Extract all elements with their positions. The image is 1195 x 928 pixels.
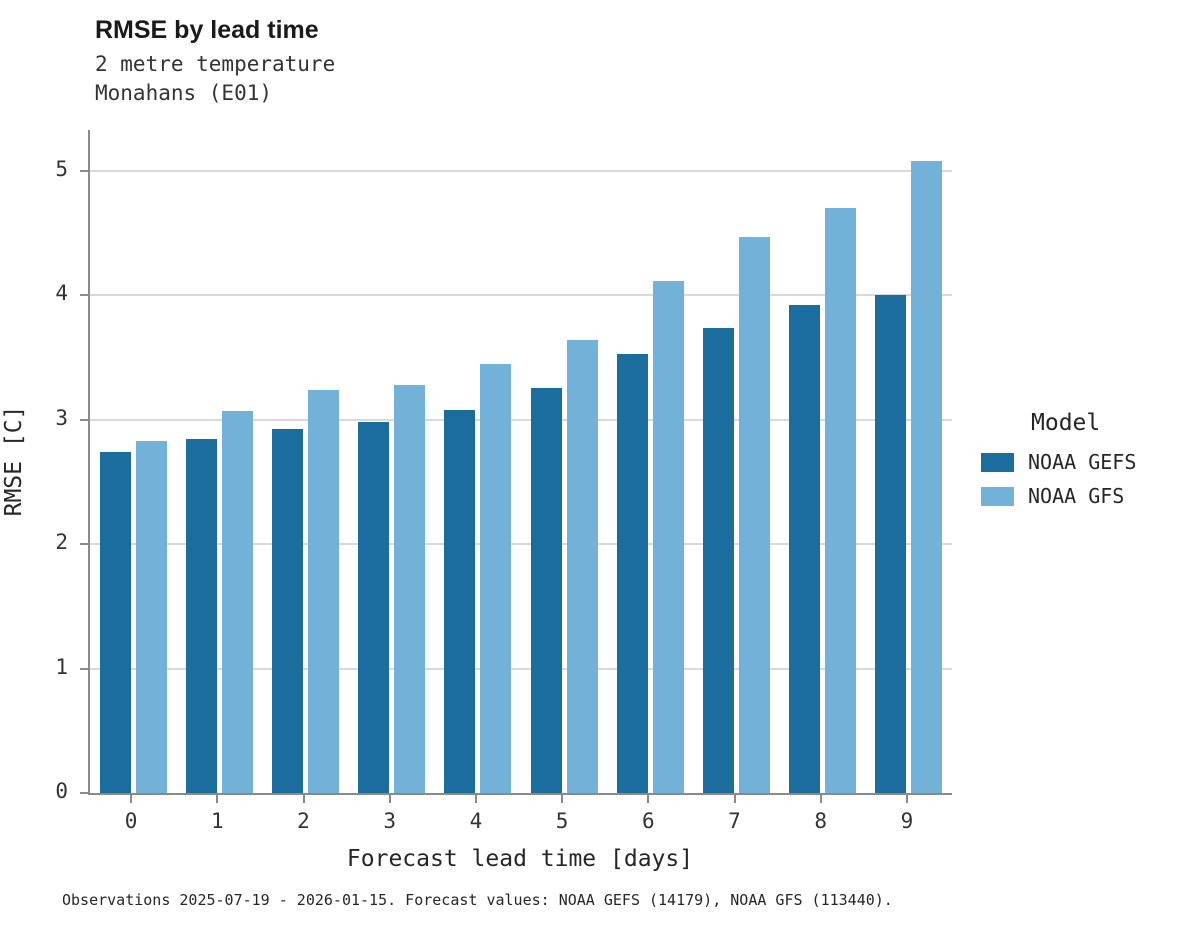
bar-noaa-gefs-lead-9 <box>875 295 907 793</box>
y-tick-mark-5 <box>80 170 88 173</box>
y-tick-mark-1 <box>80 667 88 670</box>
y-tick-mark-0 <box>80 792 88 794</box>
y-tick-mark-3 <box>80 418 88 421</box>
bar-noaa-gfs-lead-7 <box>739 237 770 793</box>
bar-noaa-gefs-lead-5 <box>530 387 562 793</box>
gridline-y-1 <box>90 667 952 670</box>
legend-entries: NOAA GEFS NOAA GFS <box>981 450 1191 508</box>
bar-noaa-gfs-lead-0 <box>135 441 167 793</box>
legend: Model NOAA GEFS NOAA GFS <box>981 410 1191 518</box>
legend-label: NOAA GFS <box>1028 484 1125 508</box>
bar-noaa-gefs-lead-6 <box>616 353 648 793</box>
gridline-y-3 <box>90 418 952 421</box>
x-tick-mark-0 <box>130 795 133 803</box>
bar-noaa-gefs-lead-8 <box>789 305 821 793</box>
gridline-y-4 <box>90 294 952 297</box>
x-tick-label-9: 9 <box>900 809 914 833</box>
x-tick-label-1: 1 <box>210 809 224 833</box>
x-tick-label-8: 8 <box>814 809 828 833</box>
x-tick-mark-6 <box>647 795 650 803</box>
chart-title: RMSE by lead time <box>95 16 319 44</box>
legend-swatch-noaa-gfs <box>981 486 1014 506</box>
x-tick-mark-4 <box>474 795 477 803</box>
x-tick-label-3: 3 <box>383 809 397 833</box>
y-tick-label-2: 2 <box>55 530 68 555</box>
bar-noaa-gfs-lead-8 <box>825 208 857 793</box>
y-tick-label-3: 3 <box>55 405 68 430</box>
gridline-y-2 <box>90 543 952 546</box>
legend-entry-noaa-gefs: NOAA GEFS <box>981 450 1191 474</box>
x-tick-mark-1 <box>216 795 219 803</box>
bar-noaa-gefs-lead-0 <box>99 452 131 793</box>
bar-noaa-gfs-lead-1 <box>221 411 253 793</box>
x-tick-mark-7 <box>733 795 736 803</box>
plot-area <box>88 130 952 795</box>
bar-noaa-gfs-lead-2 <box>308 390 339 793</box>
x-tick-label-5: 5 <box>555 809 569 833</box>
bar-noaa-gfs-lead-3 <box>394 385 426 793</box>
legend-entry-noaa-gfs: NOAA GFS <box>981 484 1191 508</box>
bar-noaa-gefs-lead-3 <box>358 422 390 793</box>
bar-noaa-gfs-lead-5 <box>566 340 598 793</box>
x-tick-label-4: 4 <box>469 809 483 833</box>
x-tick-mark-9 <box>905 795 908 803</box>
chart-subtitle-variable: 2 metre temperature <box>95 52 336 76</box>
legend-label: NOAA GEFS <box>1028 450 1137 474</box>
y-tick-label-5: 5 <box>55 157 68 182</box>
bar-noaa-gefs-lead-4 <box>444 409 476 793</box>
y-tick-label-1: 1 <box>55 654 68 679</box>
x-tick-label-7: 7 <box>728 809 741 833</box>
gridline-y-5 <box>90 170 952 173</box>
legend-title: Model <box>1031 410 1101 436</box>
x-tick-label-0: 0 <box>124 809 138 833</box>
y-tick-mark-4 <box>80 294 88 297</box>
legend-swatch-noaa-gefs <box>981 452 1014 472</box>
bar-noaa-gefs-lead-2 <box>272 428 303 793</box>
bar-noaa-gefs-lead-1 <box>185 438 217 793</box>
y-tick-label-4: 4 <box>55 281 68 306</box>
x-tick-label-2: 2 <box>297 809 310 833</box>
x-tick-mark-5 <box>561 795 564 803</box>
x-axis-label: Forecast lead time [days] <box>346 846 694 872</box>
bar-noaa-gfs-lead-4 <box>480 363 512 793</box>
x-tick-mark-3 <box>388 795 391 803</box>
x-tick-mark-8 <box>819 795 822 803</box>
x-tick-mark-2 <box>302 795 305 803</box>
y-tick-label-0: 0 <box>55 779 68 803</box>
bar-noaa-gefs-lead-7 <box>703 327 734 793</box>
bar-noaa-gfs-lead-9 <box>911 161 943 793</box>
caption-text: Observations 2025-07-19 - 2026-01-15. Fo… <box>62 891 893 909</box>
y-tick-mark-2 <box>80 543 88 546</box>
chart-subtitle-station: Monahans (E01) <box>95 81 273 105</box>
bar-noaa-gfs-lead-6 <box>652 280 684 793</box>
x-tick-label-6: 6 <box>641 809 655 833</box>
